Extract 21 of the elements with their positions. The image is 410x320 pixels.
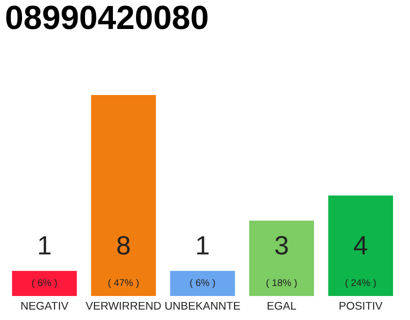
x-tick-label: POSITIV (340, 302, 383, 310)
x-tick-label: NEGATIV (21, 302, 68, 310)
x-tick-label: EGAL (268, 302, 296, 310)
bar (12, 270, 77, 296)
data-label: 4 (354, 236, 368, 254)
chart-title: 08990420080 (6, 6, 208, 30)
annotation: ( 6% ) (32, 278, 57, 288)
data-label: 1 (197, 236, 209, 254)
data-label: 1 (39, 236, 50, 254)
bar (170, 270, 235, 296)
bar (91, 95, 156, 296)
x-tick-label: VERWIRREND (86, 302, 161, 310)
x-tick-label: UNBEKANNTE (165, 302, 240, 310)
annotation: ( 47% ) (108, 278, 139, 288)
bar (249, 220, 314, 296)
data-label: 3 (275, 236, 288, 255)
data-label: 8 (117, 236, 130, 255)
annotation: ( 24% ) (346, 278, 376, 288)
bar (328, 196, 394, 296)
annotation: ( 6% ) (190, 278, 215, 288)
annotation: ( 18% ) (266, 278, 297, 288)
